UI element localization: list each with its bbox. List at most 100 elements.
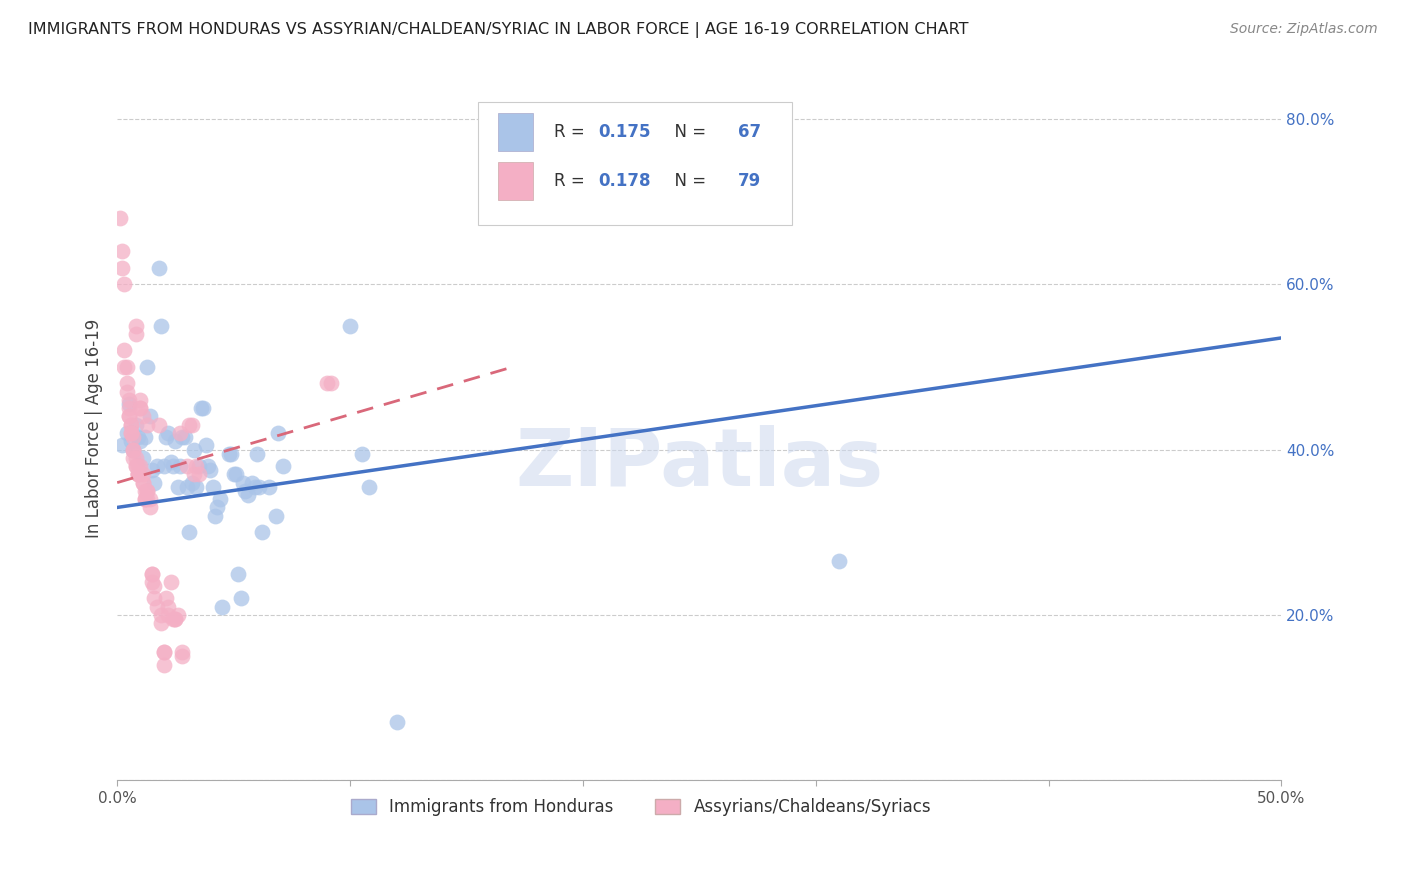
Point (146, 459, 169, 474)
Point (134, 492, 156, 507)
Point (115, 425, 138, 440)
Point (143, 579, 166, 593)
Point (125, 459, 148, 474)
Point (143, 591, 166, 606)
Point (115, 384, 138, 399)
Point (152, 645, 174, 659)
Point (150, 616, 173, 631)
Point (112, 343, 135, 358)
Point (136, 483, 159, 498)
Point (250, 525, 273, 540)
Text: R =: R = (554, 172, 589, 190)
Point (129, 459, 152, 474)
Point (187, 467, 209, 482)
Text: ZIPatlas: ZIPatlas (515, 425, 883, 503)
Point (159, 574, 181, 589)
Text: 79: 79 (738, 172, 761, 190)
Point (141, 574, 163, 589)
Point (172, 430, 194, 444)
Point (129, 401, 152, 416)
Point (136, 417, 159, 432)
Point (187, 459, 209, 474)
Point (141, 463, 163, 477)
Point (179, 525, 201, 540)
Point (208, 492, 231, 507)
Point (136, 492, 159, 507)
Point (120, 434, 142, 449)
Point (111, 260, 134, 275)
Point (150, 318, 173, 333)
FancyBboxPatch shape (498, 112, 533, 152)
Point (172, 645, 194, 659)
Point (132, 450, 155, 465)
Legend: Immigrants from Honduras, Assyrians/Chaldeans/Syriacs: Immigrants from Honduras, Assyrians/Chal… (343, 790, 939, 825)
Point (152, 645, 174, 659)
Text: N =: N = (665, 172, 711, 190)
FancyBboxPatch shape (498, 161, 533, 201)
Point (193, 401, 215, 416)
Point (194, 438, 217, 452)
Point (122, 442, 145, 457)
Text: R =: R = (554, 123, 589, 141)
Point (127, 467, 149, 482)
Point (122, 442, 145, 457)
Point (828, 554, 851, 568)
Point (211, 599, 233, 614)
Point (141, 566, 163, 581)
Point (218, 447, 240, 461)
Point (186, 459, 208, 474)
Point (229, 591, 252, 606)
Point (120, 425, 142, 440)
Point (197, 459, 219, 474)
Point (143, 475, 166, 490)
Point (207, 500, 229, 515)
Point (152, 459, 174, 474)
Point (112, 359, 135, 374)
Point (219, 447, 242, 461)
Point (162, 612, 184, 626)
Point (264, 508, 287, 523)
Point (157, 599, 180, 614)
Point (155, 591, 177, 606)
Y-axis label: In Labor Force | Age 16-19: In Labor Force | Age 16-19 (86, 319, 103, 539)
Point (132, 409, 155, 424)
Point (257, 480, 280, 494)
Point (134, 430, 156, 444)
Point (139, 409, 162, 424)
Point (180, 417, 202, 432)
Point (118, 409, 141, 424)
Text: IMMIGRANTS FROM HONDURAS VS ASSYRIAN/CHALDEAN/SYRIAC IN LABOR FORCE | AGE 16-19 : IMMIGRANTS FROM HONDURAS VS ASSYRIAN/CHA… (28, 22, 969, 38)
Point (321, 376, 343, 391)
FancyBboxPatch shape (478, 102, 793, 225)
Point (157, 607, 180, 622)
Point (162, 459, 184, 474)
Point (125, 459, 148, 474)
Point (136, 359, 159, 374)
Point (118, 397, 141, 411)
Point (225, 467, 247, 482)
Point (111, 244, 134, 258)
Point (200, 463, 222, 477)
Point (180, 475, 202, 490)
Point (129, 392, 152, 407)
Point (169, 459, 191, 474)
Point (118, 409, 141, 424)
Point (127, 467, 149, 482)
Point (172, 649, 194, 664)
Point (148, 417, 170, 432)
Point (357, 480, 380, 494)
Point (122, 450, 145, 465)
Point (246, 447, 269, 461)
Point (122, 442, 145, 457)
Point (118, 392, 141, 407)
Text: 67: 67 (738, 123, 761, 141)
Point (125, 417, 148, 432)
Point (125, 318, 148, 333)
Point (385, 715, 408, 730)
Point (129, 434, 152, 449)
Point (108, 211, 131, 225)
Point (232, 475, 254, 490)
Point (115, 359, 138, 374)
Point (339, 318, 361, 333)
Point (169, 425, 191, 440)
